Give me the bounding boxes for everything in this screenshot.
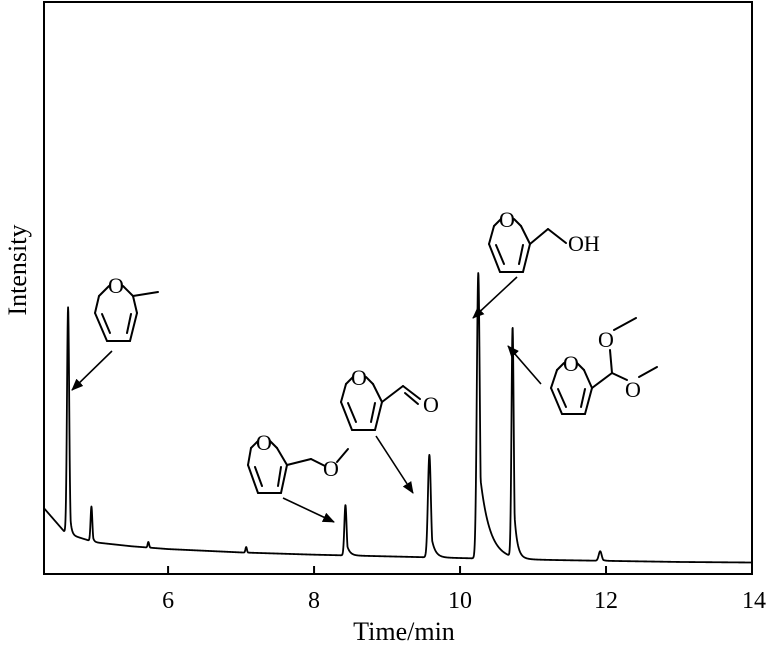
x-tick-label: 12 [594, 588, 618, 614]
plot-frame [43, 1, 753, 575]
atom-label: OH [568, 231, 600, 256]
molecule-furfural-dimethyl-acetal: O O O [550, 317, 658, 415]
atom-label: O [499, 207, 515, 232]
x-tick-label: 8 [308, 588, 320, 614]
x-tick-label: 14 [742, 588, 766, 614]
y-axis-title: Intensity [3, 225, 32, 316]
arrow-furfuryl-alcohol [472, 276, 518, 319]
atom-label: O [108, 273, 124, 298]
atom-label: O [351, 365, 367, 390]
molecule-furfuryl-alcohol: O OH [488, 207, 600, 273]
molecule-furfural: O O [340, 365, 439, 431]
atom-label: O [423, 392, 439, 417]
atom-label: O [598, 327, 614, 352]
molecule-furfuryl-methyl-ether: O O [247, 430, 349, 494]
atom-label: O [323, 456, 339, 481]
molecule-2-methylfuran: O [94, 273, 159, 342]
x-tick-label: 10 [448, 588, 472, 614]
arrow-furfuryl-methyl-ether [282, 497, 335, 523]
chromatogram-trace [43, 272, 753, 564]
arrow-furfural [375, 435, 414, 494]
atom-label: O [625, 377, 641, 402]
atom-label: O [256, 430, 272, 455]
x-axis-title: Time/min [353, 617, 455, 646]
x-tick-label: 6 [162, 588, 174, 614]
x-axis-ticks: 6 8 10 12 14 [162, 566, 766, 614]
arrow-furfural-dimethyl-acetal [507, 345, 542, 385]
arrow-2-methylfuran [71, 350, 113, 391]
atom-label: O [563, 351, 579, 376]
